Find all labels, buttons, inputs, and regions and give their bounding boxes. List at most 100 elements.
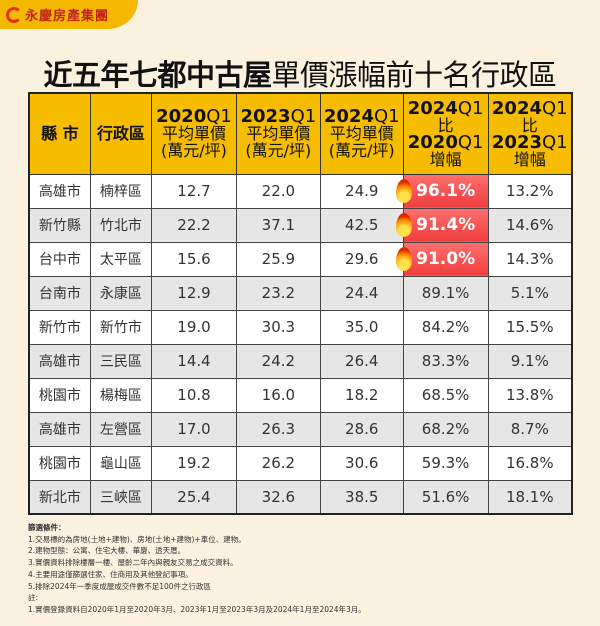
remark-label: 註: <box>28 593 39 603</box>
column-header: 2020Q1 平均單價 (萬元/坪) <box>151 92 237 175</box>
header-l2: 比 <box>521 115 538 135</box>
cell-district: 永康區 <box>89 275 153 311</box>
cell-district: 楠梓區 <box>89 173 153 209</box>
cell-g2020: 59.3% <box>402 445 489 481</box>
table-row: 高雄市 三民區 14.4 24.2 26.4 83.3% 9.1% <box>28 343 573 379</box>
cell-city: 高雄市 <box>28 343 91 379</box>
cell-text: 91.4% <box>416 215 476 235</box>
header-q2: Q1 <box>542 131 568 153</box>
table-row: 桃園市 龜山區 19.2 26.2 30.6 59.3% 16.8% <box>28 445 573 481</box>
cell-p2020: 19.0 <box>151 309 237 345</box>
cell-text: 三民區 <box>99 354 142 370</box>
brand-name: 永慶房產集團 <box>25 9 110 24</box>
cell-text: 28.6 <box>345 420 379 438</box>
cell-g2023: 14.3% <box>487 241 573 277</box>
cell-g2020: 84.2% <box>402 309 489 345</box>
cell-g2023: 16.8% <box>487 445 573 481</box>
cell-text: 高雄市 <box>38 354 81 370</box>
header-l3: 增幅 <box>513 149 546 169</box>
header-l2: 平均單價 <box>246 124 311 144</box>
cell-text: 37.1 <box>261 216 296 234</box>
cell-text: 16.0 <box>261 386 296 404</box>
note-item: 5.排除2024年一季度成屋成交件數不足100件之行政區 <box>28 581 212 591</box>
cell-g2023: 9.1% <box>487 343 573 379</box>
cell-text: 10.8 <box>177 386 211 404</box>
header-l2: 平均單價 <box>329 124 394 144</box>
header-b: 2024 <box>323 106 374 128</box>
cell-p2020: 22.2 <box>151 207 237 243</box>
cell-city: 新北市 <box>28 479 91 515</box>
column-header: 縣 市 <box>28 92 91 175</box>
cell-p2024: 42.5 <box>319 207 404 243</box>
brand-logo: 永慶房產集團 <box>0 0 138 29</box>
cell-text: 龜山區 <box>99 456 142 472</box>
header-q: Q1 <box>206 106 232 128</box>
cell-text: 左營區 <box>99 422 142 438</box>
cell-p2023: 16.0 <box>235 377 321 413</box>
cell-g2020: 96.1% <box>395 173 489 209</box>
cell-text: 24.4 <box>345 284 379 302</box>
cell-text: 新竹縣 <box>38 218 81 234</box>
table-row: 高雄市 左營區 17.0 26.3 28.6 68.2% 8.7% <box>28 411 573 447</box>
cell-city: 桃園市 <box>28 445 91 481</box>
header-b: 2020 <box>156 106 207 128</box>
cell-g2023: 8.7% <box>487 411 573 447</box>
cell-text: 桃園市 <box>38 388 81 404</box>
table-row: 新北市 三峽區 25.4 32.6 38.5 51.6% 18.1% <box>28 479 573 515</box>
cell-district: 左營區 <box>89 411 153 447</box>
fire-icon <box>395 246 412 271</box>
cell-text: 24.9 <box>345 182 379 200</box>
cell-text: 68.2% <box>421 420 470 438</box>
header-l1: 縣 市 <box>41 124 79 144</box>
cell-text: 14.3% <box>505 250 554 268</box>
cell-text: 25.4 <box>177 487 211 506</box>
table-row: 桃園市 楊梅區 10.8 16.0 18.2 68.5% 13.8% <box>28 377 573 413</box>
table-row: 新竹縣 竹北市 22.2 37.1 42.5 91.4% 14.6% <box>28 207 573 243</box>
cell-text: 12.9 <box>177 284 211 302</box>
cell-text: 12.7 <box>177 182 211 200</box>
cell-text: 高雄市 <box>38 184 81 200</box>
note-item: 3.實價資料排除樓層一樓、屋齡二年內與親友交易之成交資料。 <box>28 558 238 568</box>
column-header: 行政區 <box>89 92 153 175</box>
cell-text: 24.2 <box>261 352 296 370</box>
cell-text: 38.5 <box>345 487 379 506</box>
cell-p2023: 22.0 <box>235 173 321 209</box>
cell-text: 22.2 <box>177 216 211 234</box>
cell-text: 15.6 <box>177 250 211 268</box>
cell-text: 30.3 <box>261 318 296 336</box>
cell-text: 19.0 <box>177 318 211 336</box>
cell-p2024: 38.5 <box>319 479 404 515</box>
cell-g2020: 68.2% <box>402 411 489 447</box>
cell-district: 龜山區 <box>89 445 153 481</box>
cell-g2020: 91.4% <box>395 207 489 243</box>
cell-g2023: 18.1% <box>487 479 573 515</box>
cell-text: 太平區 <box>99 252 142 268</box>
header-q: Q1 <box>290 106 317 128</box>
cell-text: 楠梓區 <box>99 184 142 200</box>
cell-p2023: 26.3 <box>235 411 321 447</box>
cell-text: 14.4 <box>177 352 211 370</box>
cell-text: 84.2% <box>421 318 470 336</box>
cell-text: 29.6 <box>345 250 379 268</box>
cell-text: 18.1% <box>505 487 554 506</box>
cell-text: 35.0 <box>345 318 379 336</box>
cell-text: 89.1% <box>421 284 470 302</box>
cell-text: 25.9 <box>261 250 296 268</box>
table-row: 台中市 太平區 15.6 25.9 29.6 91.0% 14.3% <box>28 241 573 277</box>
cell-text: 32.6 <box>261 487 296 506</box>
column-header: 2024Q1 比 2023Q1 增幅 <box>487 92 573 175</box>
cell-g2020: 91.0% <box>395 241 489 277</box>
cell-p2023: 30.3 <box>235 309 321 345</box>
cell-text: 三峽區 <box>99 489 142 506</box>
title-bold: 近五年七都中古屋 <box>43 58 272 92</box>
cell-p2020: 12.7 <box>151 173 237 209</box>
cell-text: 96.1% <box>416 181 476 201</box>
header-q: Q1 <box>542 97 568 119</box>
cell-city: 台中市 <box>28 241 91 277</box>
cell-text: 新竹市 <box>38 320 81 336</box>
header-q: Q1 <box>373 106 400 128</box>
cell-text: 23.2 <box>261 284 296 302</box>
cell-district: 三民區 <box>89 343 153 379</box>
cell-text: 42.5 <box>345 216 379 234</box>
cell-text: 19.2 <box>177 454 211 472</box>
